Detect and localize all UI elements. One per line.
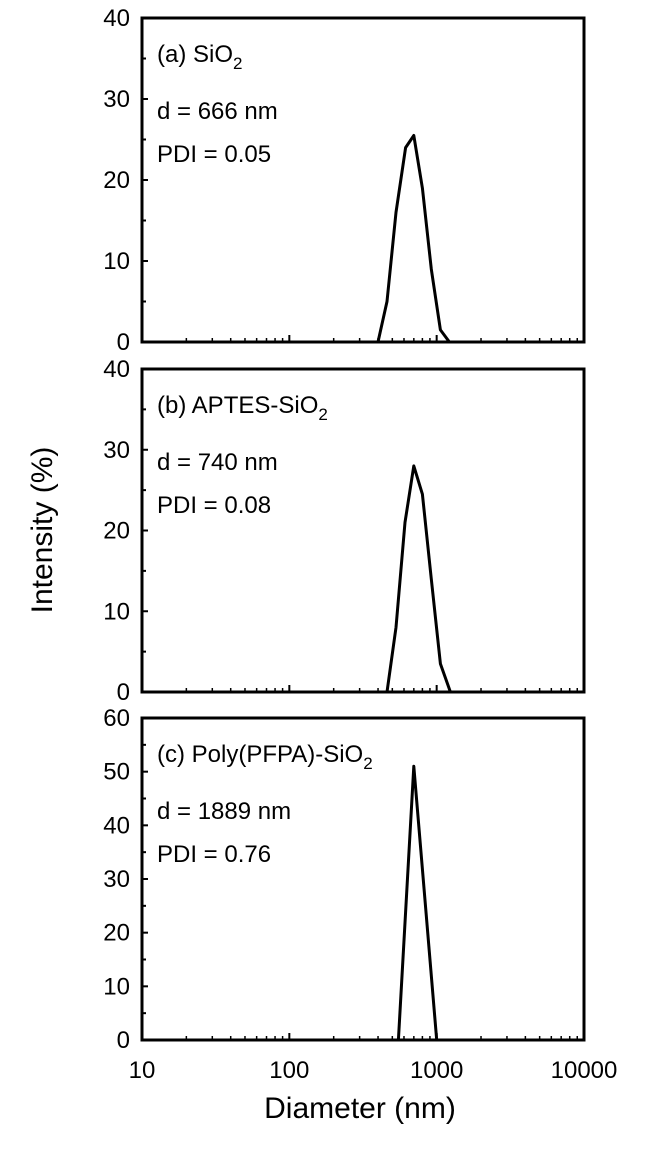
y-tick-label: 0 (117, 679, 130, 706)
y-tick-label: 30 (103, 437, 130, 464)
y-tick-label: 30 (103, 86, 130, 113)
y-tick-label: 10 (103, 973, 130, 1000)
y-tick-label: 20 (103, 167, 130, 194)
panel-a: 0 10 20 30 40 (a) SiO2 d = 666 nm PDI = 0.05 (103, 5, 586, 356)
y-tick-label: 0 (117, 1027, 130, 1054)
y-tick-label: 10 (103, 598, 130, 625)
y-axis-title: Intensity (%) (26, 447, 59, 614)
y-tick-label: 60 (103, 705, 130, 732)
y-tick-label: 10 (103, 248, 130, 275)
diameter-annotation: d = 740 nm (157, 449, 278, 476)
series-line (396, 764, 439, 1041)
series-line (385, 464, 452, 693)
pdi-annotation: PDI = 0.76 (157, 841, 271, 868)
y-tick-label: 0 (117, 329, 130, 356)
diameter-annotation: d = 1889 nm (157, 798, 291, 825)
x-tick-label: 1000 (410, 1057, 463, 1084)
x-tick-label: 10000 (551, 1057, 618, 1084)
diameter-annotation: d = 666 nm (157, 98, 278, 125)
x-tick-label: 100 (269, 1057, 309, 1084)
y-tick-label: 40 (103, 5, 130, 32)
panel-label: (c) Poly(PFPA)-SiO2 (157, 741, 373, 773)
panel-c: 0 10 20 30 40 50 60 (c) Poly(PFPA)-SiO2 d = 1889… (103, 705, 617, 1084)
x-tick-label: 10 (129, 1057, 156, 1084)
panel-label: (a) SiO2 (157, 41, 242, 73)
y-tick-label: 20 (103, 518, 130, 545)
y-tick-label: 40 (103, 812, 130, 839)
y-tick-label: 40 (103, 356, 130, 383)
y-tick-label: 50 (103, 759, 130, 786)
x-axis-title: Diameter (nm) (264, 1092, 456, 1125)
y-tick-label: 20 (103, 920, 130, 947)
series-line (376, 134, 451, 343)
pdi-annotation: PDI = 0.05 (157, 141, 271, 168)
panel-b: 0 10 20 30 40 (b) APTES-SiO2 d = 740 nm PDI = 0… (103, 356, 586, 706)
panel-label: (b) APTES-SiO2 (157, 392, 328, 424)
y-tick-label: 30 (103, 866, 130, 893)
pdi-annotation: PDI = 0.08 (157, 492, 271, 519)
